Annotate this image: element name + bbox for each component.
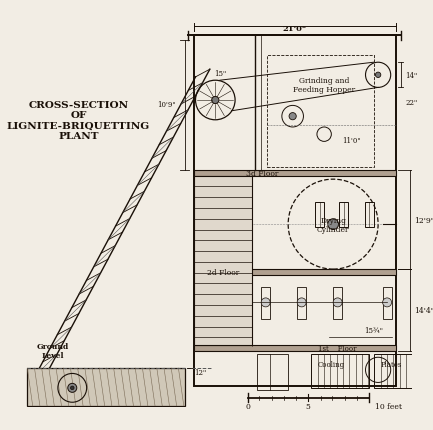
Bar (261, 287, 270, 319)
Text: 15": 15" (213, 70, 226, 78)
Bar (194, 36, 396, 386)
Circle shape (375, 73, 381, 78)
Text: Drying
Cylinder: Drying Cylinder (317, 216, 349, 233)
Bar (365, 202, 374, 227)
Text: CROSS-SECTION
OF
LIGNITE-BRIQUETTING
PLANT: CROSS-SECTION OF LIGNITE-BRIQUETTING PLA… (7, 101, 150, 141)
Circle shape (68, 384, 77, 393)
Text: 12'9": 12'9" (414, 216, 433, 224)
Circle shape (297, 298, 306, 307)
Circle shape (289, 114, 296, 120)
Text: 2d Floor: 2d Floor (207, 269, 239, 276)
Bar (333, 287, 342, 319)
Text: Grinding and
Feeding Hopper: Grinding and Feeding Hopper (293, 77, 355, 94)
Text: Cooling: Cooling (318, 361, 345, 369)
Bar (194, 177, 252, 345)
Text: Plates: Plates (381, 361, 402, 369)
Circle shape (261, 298, 270, 307)
Bar (257, 354, 288, 390)
Bar (315, 202, 324, 227)
Circle shape (419, 298, 427, 307)
Bar (339, 202, 349, 227)
Text: 3d Floor: 3d Floor (246, 170, 278, 178)
Text: 21'0": 21'0" (283, 25, 307, 33)
Bar (268, 56, 374, 168)
Circle shape (333, 298, 342, 307)
Circle shape (212, 97, 219, 104)
Circle shape (383, 298, 391, 307)
Bar (194, 171, 396, 177)
Text: Ground
Level: Ground Level (36, 342, 68, 359)
Bar (194, 270, 396, 276)
Bar (310, 354, 369, 388)
Text: 22": 22" (405, 98, 417, 107)
Bar (383, 287, 391, 319)
Circle shape (328, 219, 339, 230)
Text: 1st    Floor: 1st Floor (318, 344, 356, 352)
Bar (374, 354, 432, 388)
Circle shape (71, 386, 74, 390)
Text: 10 feet: 10 feet (375, 402, 401, 410)
Bar (194, 345, 396, 351)
Text: 0: 0 (245, 402, 250, 410)
Bar (27, 368, 185, 406)
Text: 14": 14" (405, 72, 417, 80)
Text: 14'4": 14'4" (414, 306, 433, 314)
Text: 10'9": 10'9" (157, 101, 176, 109)
Text: 15¾": 15¾" (364, 326, 383, 335)
Bar (297, 287, 306, 319)
Text: 12": 12" (194, 368, 206, 376)
Text: 11'0": 11'0" (342, 137, 360, 145)
Text: 5: 5 (306, 402, 310, 410)
Bar (419, 287, 427, 319)
